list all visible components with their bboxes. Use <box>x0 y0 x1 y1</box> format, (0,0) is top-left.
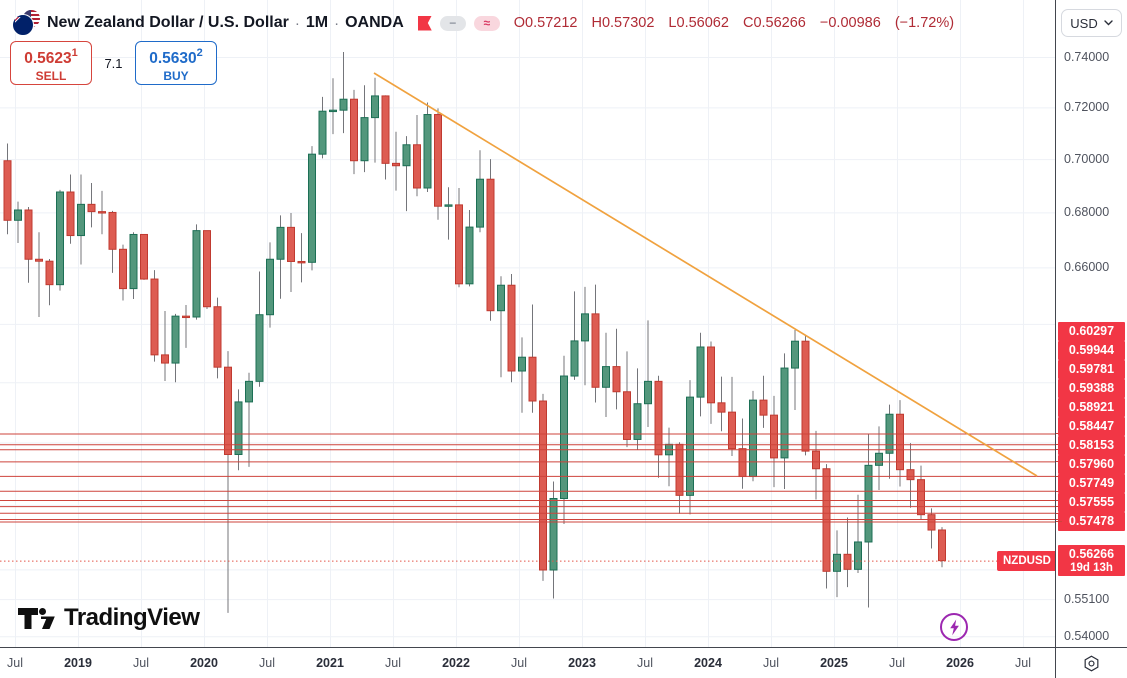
buy-label: BUY <box>163 69 189 84</box>
time-year-label: 2024 <box>694 656 722 670</box>
exchange-label[interactable]: OANDA <box>345 14 404 31</box>
price-tick-label: 0.72000 <box>1064 100 1110 115</box>
ohlc-readout: O0.57212 H0.57302 L0.56062 C0.56266 −0.0… <box>513 15 955 31</box>
level-price-label: 0.57555 <box>1058 492 1125 512</box>
price-tick-label: 0.74000 <box>1064 50 1110 64</box>
time-month-label: Jul <box>259 656 275 670</box>
time-month-label: Jul <box>637 656 653 670</box>
title-separator: · <box>334 14 340 32</box>
price-tick-label: 0.66000 <box>1064 260 1110 275</box>
approx-pill-icon[interactable]: ≈ <box>473 15 500 31</box>
price-tick-label: 0.70000 <box>1064 152 1110 167</box>
level-price-label: 0.58153 <box>1058 435 1125 455</box>
symbol-flags-icon <box>12 10 40 36</box>
currency-label: USD <box>1070 15 1098 31</box>
lightning-bolt-glyph <box>949 619 959 635</box>
price-tick-label: 0.68000 <box>1064 205 1110 220</box>
title-separator: · <box>294 14 300 32</box>
level-price-label: 0.58921 <box>1058 397 1125 417</box>
tradingview-mark-icon <box>18 607 55 629</box>
level-price-label: 0.58447 <box>1058 416 1125 436</box>
level-price-label: 0.59944 <box>1058 340 1125 360</box>
chart-header: New Zealand Dollar / U.S. Dollar · 1M · … <box>12 10 954 36</box>
time-year-label: 2021 <box>316 656 344 670</box>
time-month-label: Jul <box>7 656 23 670</box>
time-scale[interactable]: Jul 2019 Jul 2020 Jul 2021 Jul 2022 Jul 2023 Jul 20… <box>0 647 1055 678</box>
time-month-label: Jul <box>133 656 149 670</box>
level-axis-tick <box>1056 521 1062 523</box>
price-scale[interactable]: USD 0.74000 0.72000 0.70000 0.68000 0.66000 0… <box>1055 0 1127 678</box>
level-price-label: 0.60297 <box>1058 321 1125 341</box>
sell-price: 0.56231 <box>24 47 78 68</box>
change-percent: (−1.72%) <box>894 15 955 31</box>
interval-label[interactable]: 1M <box>305 14 329 31</box>
symbol-title[interactable]: New Zealand Dollar / U.S. Dollar <box>47 14 289 31</box>
scale-settings-button[interactable] <box>1056 647 1127 678</box>
time-month-label: Jul <box>511 656 527 670</box>
level-price-label: 0.57478 <box>1058 511 1125 531</box>
time-month-label: Jul <box>1015 656 1031 670</box>
time-month-label: Jul <box>763 656 779 670</box>
current-price-label: 0.56266 19d 13h <box>1058 544 1125 576</box>
spread-value: 7.1 <box>104 55 123 71</box>
level-price-label: 0.57749 <box>1058 473 1125 493</box>
time-month-label: Jul <box>385 656 401 670</box>
minus-pill-icon[interactable]: − <box>439 15 466 31</box>
time-year-label: 2019 <box>64 656 92 670</box>
time-year-label: 2022 <box>442 656 470 670</box>
currency-toggle-button[interactable]: USD <box>1061 9 1122 37</box>
time-year-label: 2023 <box>568 656 596 670</box>
change-value: −0.00986 <box>819 15 881 31</box>
sell-label: SELL <box>35 69 67 84</box>
current-price-value: 0.56266 <box>1068 546 1115 561</box>
time-year-label: 2025 <box>820 656 848 670</box>
symbol-price-tag: NZDUSD <box>997 550 1057 571</box>
price-tick-label: 0.55100 <box>1064 592 1110 607</box>
lightning-icon[interactable] <box>940 613 968 641</box>
time-year-label: 2026 <box>946 656 974 670</box>
tradingview-wordmark: TradingView <box>64 604 200 631</box>
nz-flag-icon <box>12 14 34 36</box>
time-year-label: 2020 <box>190 656 218 670</box>
level-price-label: 0.57960 <box>1058 454 1125 474</box>
buy-price: 0.56302 <box>149 47 203 68</box>
sell-button[interactable]: 0.56231 SELL <box>10 41 92 85</box>
bar-countdown: 19d 13h <box>1070 561 1113 574</box>
level-price-label: 0.59388 <box>1058 378 1125 398</box>
gear-icon <box>1084 655 1099 671</box>
tradingview-logo[interactable]: TradingView <box>18 604 200 632</box>
chevron-down-icon <box>1104 20 1113 26</box>
candlestick-chart[interactable] <box>0 0 1055 647</box>
buy-button[interactable]: 0.56302 BUY <box>135 41 217 85</box>
price-tick-label: 0.54000 <box>1064 629 1110 644</box>
flag-bookmark-icon[interactable] <box>417 15 432 31</box>
level-price-label: 0.59781 <box>1058 359 1125 379</box>
trade-panel: 0.56231 SELL 7.1 0.56302 BUY <box>10 41 217 85</box>
time-month-label: Jul <box>889 656 905 670</box>
